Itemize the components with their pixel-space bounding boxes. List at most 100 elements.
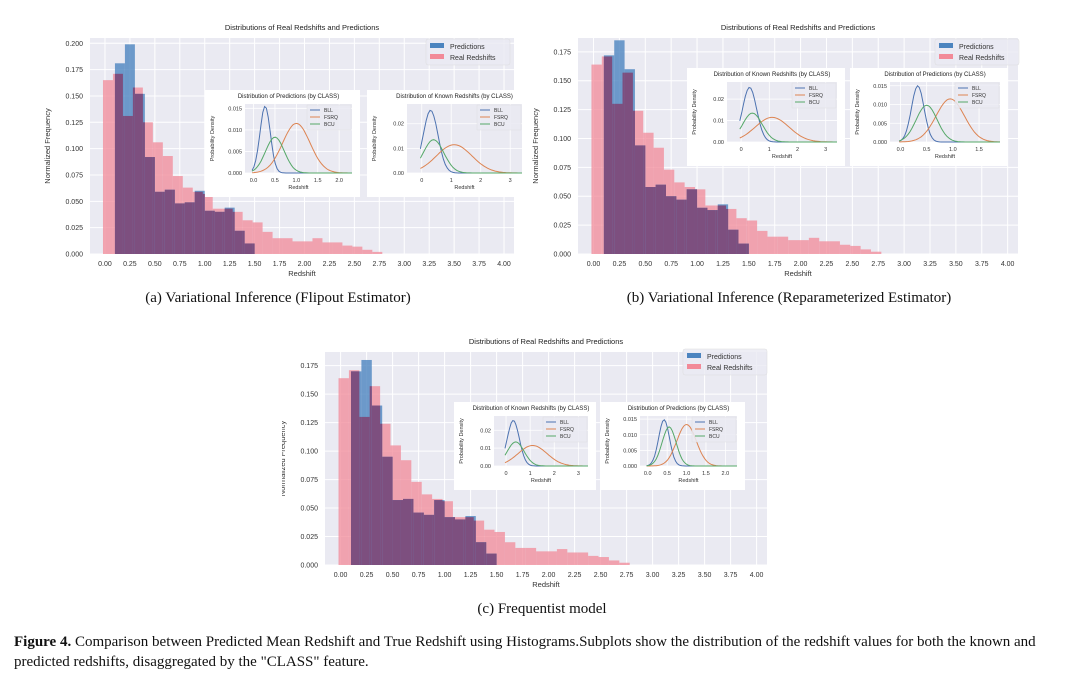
inset-y-tick-label: 0.005 [228, 149, 242, 155]
real-redshift-bar [577, 552, 589, 565]
real-redshift-bar [808, 237, 820, 254]
legend-label-predictions: Predictions [707, 354, 742, 361]
x-tick-label: 1.75 [516, 572, 530, 579]
inset-x-tick-label: 1.0 [949, 147, 957, 153]
y-tick-label: 0.125 [553, 107, 571, 114]
overlap-bar [746, 243, 749, 254]
inset-legend-label: FSRQ [809, 93, 823, 99]
histogram-svg: 0.00 0.25 0.50 0.75 1.00 1.25 1.50 1.75 2.00 2.25… [43, 23, 530, 278]
histogram-svg: 0.00 0.25 0.50 0.75 1.00 1.25 1.50 1.75 2.00 2.25… [531, 23, 1020, 278]
x-tick-label: 4.00 [497, 261, 511, 268]
inset-x-tick-label: 2 [553, 471, 556, 477]
overlap-bar [676, 199, 685, 254]
x-tick-label: 2.75 [620, 572, 634, 579]
overlap-bar [114, 73, 123, 254]
real-redshift-bar [242, 220, 253, 254]
x-tick-label: 3.00 [646, 572, 660, 579]
overlap-bar [622, 72, 625, 254]
inset-title: Distribution of Known Redshifts (by CLAS… [714, 72, 831, 78]
inset-y-tick-label: 0.00 [393, 171, 404, 177]
overlap-bar [674, 196, 677, 254]
y-tick-label: 0.000 [300, 563, 318, 570]
chart-title: Distributions of Real Redshifts and Pred… [225, 23, 379, 32]
inset-x-tick-label: 0 [505, 471, 508, 477]
overlap-bar [666, 196, 675, 254]
inset-y-axis-label: Probability Density [855, 89, 861, 135]
overlap-bar [455, 519, 464, 565]
inset-title: Distribution of Predictions (by CLASS) [238, 94, 339, 100]
inset-y-tick-label: 0.000 [228, 171, 242, 177]
inset-y-tick-label: 0.010 [873, 103, 887, 109]
inset-x-tick-label: 2 [479, 178, 482, 184]
overlap-bar [369, 386, 372, 565]
inset-x-tick-label: 0 [420, 178, 423, 184]
overlap-bar [728, 229, 737, 254]
inset-title: Distribution of Predictions (by CLASS) [884, 72, 985, 78]
real-redshift-bar [515, 547, 526, 565]
overlap-bar [697, 207, 706, 254]
overlap-bar [244, 243, 253, 254]
inset-x-tick-label: 1 [450, 178, 453, 184]
x-tick-label: 0.50 [148, 261, 162, 268]
legend-swatch-predictions [430, 43, 444, 48]
x-tick-label: 1.50 [742, 261, 756, 268]
overlap-bar [214, 211, 223, 254]
inset-legend-label: FSRQ [972, 93, 986, 99]
overlap-bar [736, 229, 739, 254]
inset-legend-label: BCU [972, 100, 983, 106]
subcaption-c: (c) Frequentist model [477, 601, 607, 617]
inset-y-tick-label: 0.010 [623, 433, 637, 439]
overlap-bar [232, 211, 235, 254]
real-redshift-bar [504, 542, 516, 565]
y-axis-label: Normalized Frequency [282, 421, 287, 497]
overlap-bar [400, 500, 403, 565]
legend-swatch-real [687, 364, 701, 369]
x-tick-label: 1.00 [690, 261, 704, 268]
x-tick-label: 0.00 [334, 572, 348, 579]
x-tick-label: 4.00 [750, 572, 764, 579]
inset-title: Distribution of Known Redshifts (by CLAS… [396, 94, 513, 100]
inset-legend-label: FSRQ [709, 427, 723, 433]
inset-y-tick-label: 0.000 [623, 464, 637, 470]
x-tick-label: 0.25 [123, 261, 137, 268]
overlap-bar [194, 191, 203, 254]
overlap-bar [705, 207, 708, 254]
y-tick-label: 0.025 [300, 534, 318, 541]
real-redshift-bar [252, 222, 263, 254]
real-redshift-bar [494, 531, 505, 565]
overlap-bar [494, 553, 497, 565]
y-tick-label: 0.075 [65, 172, 83, 179]
x-tick-label: 3.50 [698, 572, 712, 579]
overlap-bar [614, 103, 623, 254]
inset-y-tick-label: 0.015 [228, 106, 242, 112]
legend-label-real: Real Redshifts [707, 365, 753, 372]
inset-legend-label: BLL [560, 420, 569, 426]
inset-x-tick-label: 2.0 [722, 471, 730, 477]
overlap-bar [423, 514, 433, 565]
overlap-bar [222, 211, 225, 254]
x-tick-label: 3.25 [672, 572, 686, 579]
y-tick-label: 0.050 [553, 194, 571, 201]
x-tick-label: 1.50 [490, 572, 504, 579]
inset-x-tick-label: 1.5 [314, 178, 322, 184]
real-redshift-bar [282, 238, 293, 254]
x-tick-label: 0.75 [173, 261, 187, 268]
subcaption-b: (b) Variational Inference (Reparameteriz… [626, 290, 952, 306]
overlap-bar [645, 187, 654, 254]
overlap-bar [655, 184, 664, 254]
x-tick-label: 0.25 [360, 572, 374, 579]
inset-x-tick-label: 1.0 [293, 178, 301, 184]
inset-x-tick-label: 3 [824, 147, 827, 153]
y-tick-label: 0.175 [65, 67, 83, 74]
inset-x-tick-label: 3 [577, 471, 580, 477]
x-tick-label: 2.50 [594, 572, 608, 579]
inset-x-tick-label: 2.0 [335, 178, 343, 184]
x-tick-label: 2.00 [298, 261, 312, 268]
y-tick-label: 0.150 [65, 93, 83, 100]
real-redshift-bar [588, 555, 599, 565]
chart-panel-c: 0.00 0.25 0.50 0.75 1.00 1.25 1.50 1.75 2.00 2.25… [282, 332, 802, 594]
overlap-bar [252, 243, 255, 254]
overlap-bar [603, 56, 613, 254]
inset-legend-label: BCU [324, 122, 335, 128]
overlap-bar [174, 203, 183, 254]
